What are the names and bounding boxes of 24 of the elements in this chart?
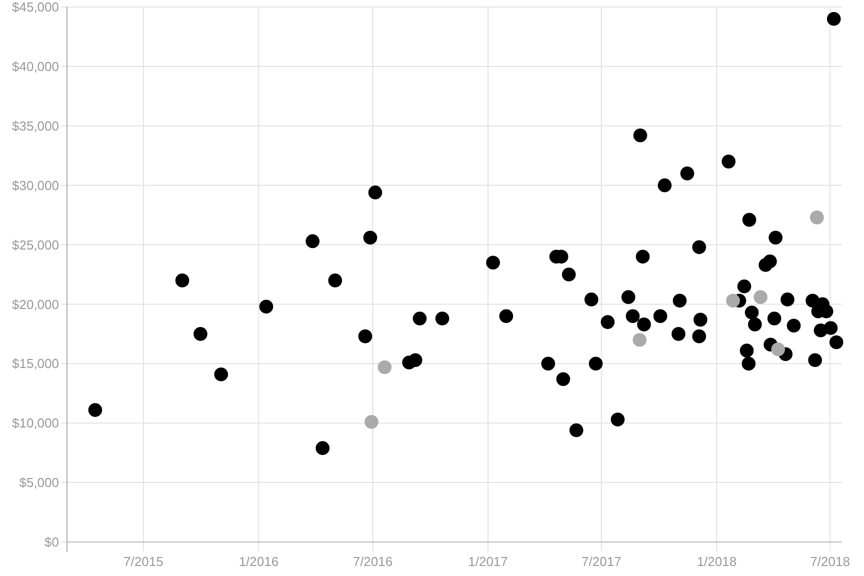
point <box>810 210 824 224</box>
y-tick-label: $0 <box>44 534 59 550</box>
y-tick-label: $10,000 <box>12 416 59 431</box>
point <box>378 360 392 374</box>
point <box>632 332 647 347</box>
y-tick-label: $40,000 <box>12 58 59 74</box>
x-tick-label: 1/2018 <box>696 554 737 569</box>
point <box>726 294 740 308</box>
x-tick-label: 7/2015 <box>124 554 164 569</box>
point <box>771 342 786 356</box>
y-tick-label: $25,000 <box>12 237 59 252</box>
x-tick-label: 1/2016 <box>238 554 279 569</box>
point <box>754 290 768 304</box>
y-tick-label: $20,000 <box>12 296 59 312</box>
x-tick-label: 1/2017 <box>468 554 508 569</box>
y-tick-label: $45,000 <box>12 0 59 15</box>
y-tick-label: $30,000 <box>12 178 59 193</box>
y-tick-label: $35,000 <box>12 118 59 134</box>
point <box>364 415 378 429</box>
y-tick-label: $15,000 <box>12 356 59 372</box>
x-tick-label: 7/2017 <box>582 554 622 569</box>
y-tick-label: $5,000 <box>19 475 59 490</box>
x-tick-label: 7/2018 <box>810 554 850 569</box>
x-tick-label: 7/2016 <box>352 554 393 569</box>
